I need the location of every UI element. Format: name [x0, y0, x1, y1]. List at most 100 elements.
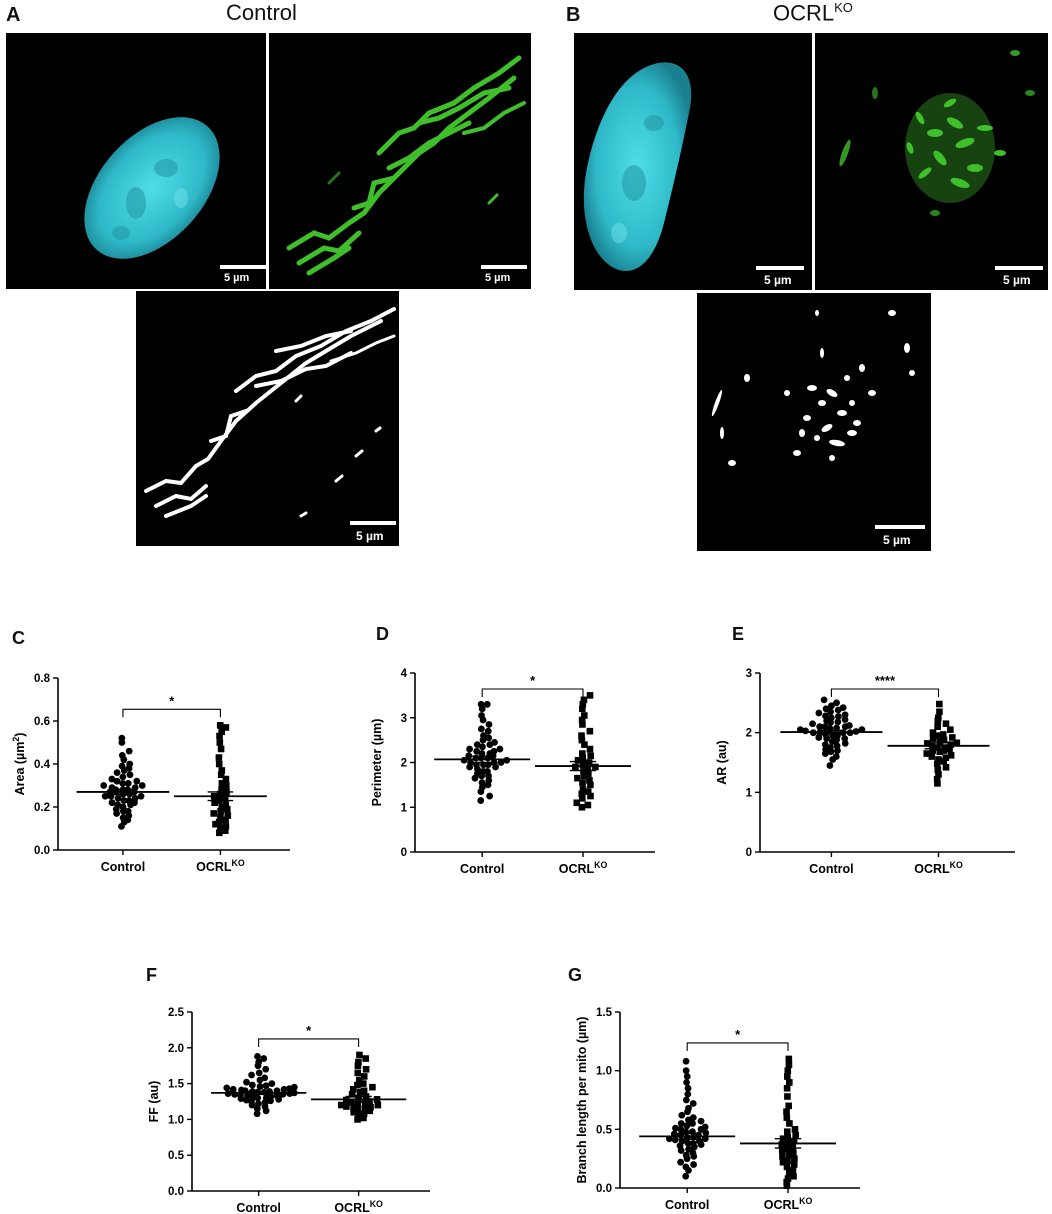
data-point	[936, 738, 944, 745]
data-point	[253, 1110, 261, 1118]
data-point	[821, 723, 829, 731]
data-point	[940, 736, 948, 744]
scale-label: 5 µm	[485, 272, 511, 284]
data-point	[483, 700, 491, 708]
data-point	[784, 1093, 791, 1100]
data-point	[828, 702, 835, 710]
data-point	[779, 1153, 786, 1160]
data-point	[689, 1100, 697, 1107]
data-point	[360, 1073, 368, 1080]
data-point	[935, 771, 942, 778]
data-point	[841, 711, 849, 719]
data-point	[929, 735, 937, 742]
data-point	[783, 1163, 791, 1171]
data-point	[923, 750, 931, 757]
data-point	[361, 1099, 369, 1107]
control-mito-image: 5 µm	[269, 33, 531, 289]
data-point	[809, 720, 816, 728]
data-point	[936, 748, 944, 756]
panel-f-letter: F	[146, 965, 157, 985]
data-point	[484, 727, 492, 735]
y-tick-label: 0.0	[168, 1186, 184, 1198]
y-tick-label: 0.0	[596, 1183, 612, 1195]
data-point	[928, 753, 936, 760]
data-point	[574, 774, 581, 782]
data-point	[933, 744, 941, 751]
data-point	[490, 747, 498, 755]
data-point	[477, 797, 485, 804]
data-point	[783, 1145, 790, 1153]
data-point	[366, 1107, 374, 1115]
data-point	[356, 1051, 363, 1059]
y-tick-label: 1.5	[596, 1007, 613, 1019]
data-point	[822, 712, 829, 720]
data-point	[480, 732, 487, 740]
y-tick-label: 3	[746, 668, 752, 680]
data-point	[684, 1140, 692, 1147]
data-point	[573, 799, 581, 807]
data-point	[586, 692, 594, 699]
data-point	[248, 1081, 256, 1089]
data-point	[580, 768, 587, 775]
data-point	[934, 723, 941, 730]
data-point	[229, 1085, 237, 1093]
x-category-label: Control	[101, 860, 145, 874]
data-point	[354, 1081, 361, 1089]
ocrl-title-base: OCRL	[773, 0, 835, 26]
data-point	[131, 795, 139, 802]
data-point	[238, 1086, 245, 1094]
data-point	[369, 1083, 376, 1091]
data-point	[354, 1116, 361, 1123]
data-point	[473, 747, 481, 755]
data-point	[586, 777, 593, 784]
data-point	[216, 829, 223, 837]
data-point	[466, 745, 473, 753]
data-point	[586, 727, 594, 735]
panel-g-letter: G	[568, 965, 583, 985]
data-point	[677, 1125, 685, 1133]
data-point	[354, 1069, 362, 1077]
data-point	[689, 1140, 697, 1147]
data-point	[118, 734, 126, 742]
data-point	[684, 1090, 692, 1098]
data-point	[790, 1149, 797, 1157]
scale-label: 5 µm	[224, 272, 250, 284]
data-point	[783, 1182, 791, 1189]
data-point	[929, 729, 937, 736]
data-point	[211, 799, 218, 806]
data-point	[216, 732, 223, 740]
data-point	[689, 1114, 697, 1121]
data-point	[934, 780, 941, 787]
data-point	[362, 1055, 370, 1062]
data-point	[496, 745, 504, 753]
data-point	[118, 762, 126, 770]
data-point	[216, 722, 224, 729]
data-point	[935, 756, 942, 763]
data-point	[125, 797, 133, 804]
significance-label: *	[530, 673, 536, 688]
data-point	[683, 1079, 690, 1086]
data-point	[790, 1161, 798, 1168]
data-point	[126, 760, 134, 768]
data-point	[126, 771, 134, 779]
data-point	[786, 1151, 793, 1159]
data-point	[125, 747, 133, 755]
chart-d-perimeter: 0 1 2 3 4 Perimeter (µm) Control OCRLKO *	[370, 668, 655, 876]
data-point	[784, 1134, 792, 1141]
x-category-label: OCRLKO	[334, 1199, 383, 1214]
data-point	[778, 1141, 786, 1148]
data-point	[834, 718, 842, 726]
data-point	[217, 808, 224, 815]
control-nucleus-image: 5 µm	[6, 33, 266, 289]
data-point	[479, 743, 486, 751]
y-tick-label: 1.0	[596, 1066, 612, 1078]
ocrl-ko-title: OCRLKO	[773, 0, 853, 26]
data-point	[360, 1080, 367, 1087]
data-point	[685, 1145, 693, 1153]
data-point	[682, 1067, 690, 1075]
y-axis-label: AR (au)	[715, 740, 729, 784]
control-title: Control	[226, 0, 297, 25]
data-point	[579, 705, 586, 713]
data-point	[949, 734, 956, 741]
x-category-label: OCRLKO	[196, 858, 245, 874]
